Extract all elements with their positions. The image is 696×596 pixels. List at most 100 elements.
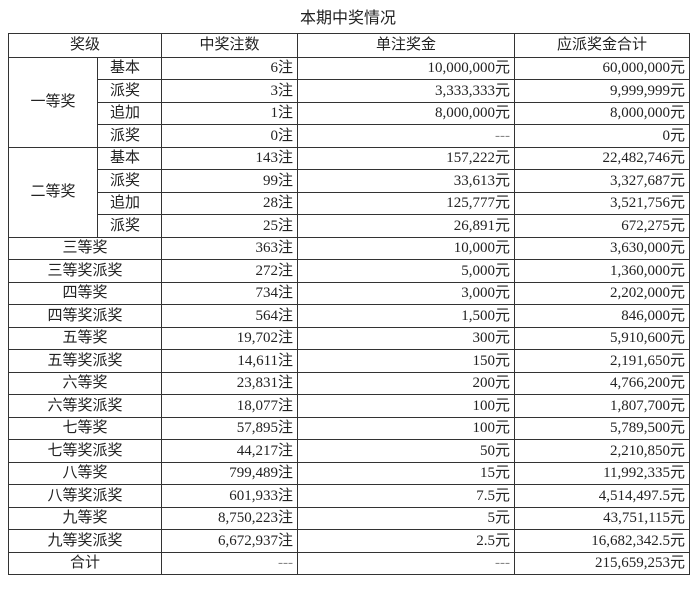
unit-prize: 3,333,333元 — [297, 79, 516, 103]
total-prize: 1,360,000元 — [514, 259, 691, 283]
winning-count: --- — [161, 551, 299, 575]
table-row: 六等奖派奖 18,077注 100元 1,807,700元 — [7, 394, 691, 418]
winning-count: 3注 — [161, 79, 299, 103]
header-row: 奖级 中奖注数 单注奖金 应派奖金合计 — [7, 33, 691, 58]
table-row: 一等奖 基本 6注 10,000,000元 60,000,000元 — [8, 56, 691, 148]
prize-sublevel: 派奖 — [96, 169, 163, 193]
table-row: 五等奖 19,702注 300元 5,910,600元 — [7, 326, 691, 350]
total-prize: 3,327,687元 — [514, 169, 691, 193]
winning-count: 44,217注 — [161, 439, 299, 463]
table-row: 派奖 0注 --- 0元 — [9, 124, 691, 148]
total-prize: 3,630,000元 — [514, 236, 691, 260]
winning-count: 8,750,223注 — [161, 506, 299, 530]
unit-prize: 200元 — [297, 371, 516, 395]
table-row: 二等奖 基本 143注 157,222元 22,482,746元 — [8, 146, 691, 238]
total-prize: 5,789,500元 — [514, 416, 691, 440]
winning-count: 28注 — [161, 191, 299, 215]
table-row: 八等奖派奖 601,933注 7.5元 4,514,497.5元 — [7, 484, 691, 508]
page-title: 本期中奖情况 — [299, 10, 396, 27]
unit-prize: 300元 — [297, 326, 516, 350]
unit-prize: --- — [297, 551, 516, 575]
winning-count: 564注 — [161, 304, 299, 328]
total-prize: 2,191,650元 — [514, 349, 691, 373]
unit-prize: 1,500元 — [297, 304, 516, 328]
total-prize: 4,766,200元 — [514, 371, 691, 395]
prize-level: 九等奖派奖 — [7, 529, 163, 553]
unit-prize: 15元 — [297, 461, 516, 485]
table-row: 三等奖派奖 272注 5,000元 1,360,000元 — [7, 259, 691, 283]
prize-sublevel: 派奖 — [96, 79, 163, 103]
prize-level: 九等奖 — [7, 506, 163, 530]
total-prize: 4,514,497.5元 — [514, 484, 691, 508]
prize-level: 六等奖派奖 — [7, 394, 163, 418]
header-unit-prize: 单注奖金 — [297, 33, 516, 58]
total-prize: 3,521,756元 — [514, 191, 691, 215]
prize-level: 一等奖 — [8, 56, 98, 148]
total-prize: 22,482,746元 — [514, 146, 691, 170]
table-row: 七等奖 57,895注 100元 5,789,500元 — [7, 416, 691, 440]
winning-count: 0注 — [161, 124, 299, 148]
total-prize: 9,999,999元 — [514, 79, 691, 103]
winning-count: 19,702注 — [161, 326, 299, 350]
prize-sublevel: 派奖 — [96, 124, 163, 148]
table-row: 六等奖 23,831注 200元 4,766,200元 — [7, 371, 691, 395]
prize-level: 八等奖派奖 — [7, 484, 163, 508]
prize-level: 五等奖 — [7, 326, 163, 350]
total-prize: 215,659,253元 — [514, 551, 691, 575]
prize-level: 三等奖派奖 — [7, 259, 163, 283]
winning-count: 734注 — [161, 281, 299, 305]
prize-sublevel: 基本 — [96, 56, 163, 80]
unit-prize: 100元 — [297, 416, 516, 440]
table-row: 九等奖 8,750,223注 5元 43,751,115元 — [7, 506, 691, 530]
unit-prize: 5元 — [297, 506, 516, 530]
header-total: 应派奖金合计 — [514, 33, 691, 58]
prize-level: 三等奖 — [7, 236, 163, 260]
winning-count: 601,933注 — [161, 484, 299, 508]
total-prize: 846,000元 — [514, 304, 691, 328]
total-prize: 60,000,000元 — [514, 56, 691, 80]
total-prize: 16,682,342.5元 — [514, 529, 691, 553]
prize-level: 六等奖 — [7, 371, 163, 395]
prize-sublevel: 派奖 — [96, 214, 163, 238]
winning-count: 1注 — [161, 101, 299, 125]
prize-level: 四等奖 — [7, 281, 163, 305]
unit-prize: 10,000元 — [297, 236, 516, 260]
table-row: 九等奖派奖 6,672,937注 2.5元 16,682,342.5元 — [7, 529, 691, 553]
header-count: 中奖注数 — [161, 33, 299, 58]
table-row: 八等奖 799,489注 15元 11,992,335元 — [7, 461, 691, 485]
unit-prize: 100元 — [297, 394, 516, 418]
prize-sublevel: 基本 — [96, 146, 163, 170]
total-row: 合计 --- --- 215,659,253元 — [7, 551, 691, 575]
winning-count: 6,672,937注 — [161, 529, 299, 553]
winning-count: 25注 — [161, 214, 299, 238]
table-row: 五等奖派奖 14,611注 150元 2,191,650元 — [7, 349, 691, 373]
unit-prize: 3,000元 — [297, 281, 516, 305]
header-level: 奖级 — [7, 33, 163, 58]
total-prize: 2,202,000元 — [514, 281, 691, 305]
table-row: 追加 28注 125,777元 3,521,756元 — [9, 191, 691, 215]
unit-prize: 26,891元 — [297, 214, 516, 238]
prize-level: 七等奖 — [7, 416, 163, 440]
total-prize: 2,210,850元 — [514, 439, 691, 463]
prize-sublevel: 追加 — [96, 191, 163, 215]
table-row: 七等奖派奖 44,217注 50元 2,210,850元 — [7, 439, 691, 463]
table-row: 四等奖 734注 3,000元 2,202,000元 — [7, 281, 691, 305]
winning-count: 23,831注 — [161, 371, 299, 395]
winning-count: 272注 — [161, 259, 299, 283]
total-prize: 1,807,700元 — [514, 394, 691, 418]
total-prize: 5,910,600元 — [514, 326, 691, 350]
unit-prize: 5,000元 — [297, 259, 516, 283]
prize-level: 合计 — [7, 551, 163, 575]
winning-count: 6注 — [161, 56, 299, 80]
total-prize: 672,275元 — [514, 214, 691, 238]
table-row: 派奖 3注 3,333,333元 9,999,999元 — [9, 79, 691, 103]
winning-count: 143注 — [161, 146, 299, 170]
table-row: 追加 1注 8,000,000元 8,000,000元 — [9, 101, 691, 125]
prize-table: 奖级 中奖注数 单注奖金 应派奖金合计 一等奖 基本 6注 10,000,000元 60… — [7, 33, 691, 575]
unit-prize: 150元 — [297, 349, 516, 373]
unit-prize: --- — [297, 124, 516, 148]
winning-count: 363注 — [161, 236, 299, 260]
total-prize: 11,992,335元 — [514, 461, 691, 485]
prize-level: 五等奖派奖 — [7, 349, 163, 373]
prize-level: 二等奖 — [8, 146, 98, 238]
